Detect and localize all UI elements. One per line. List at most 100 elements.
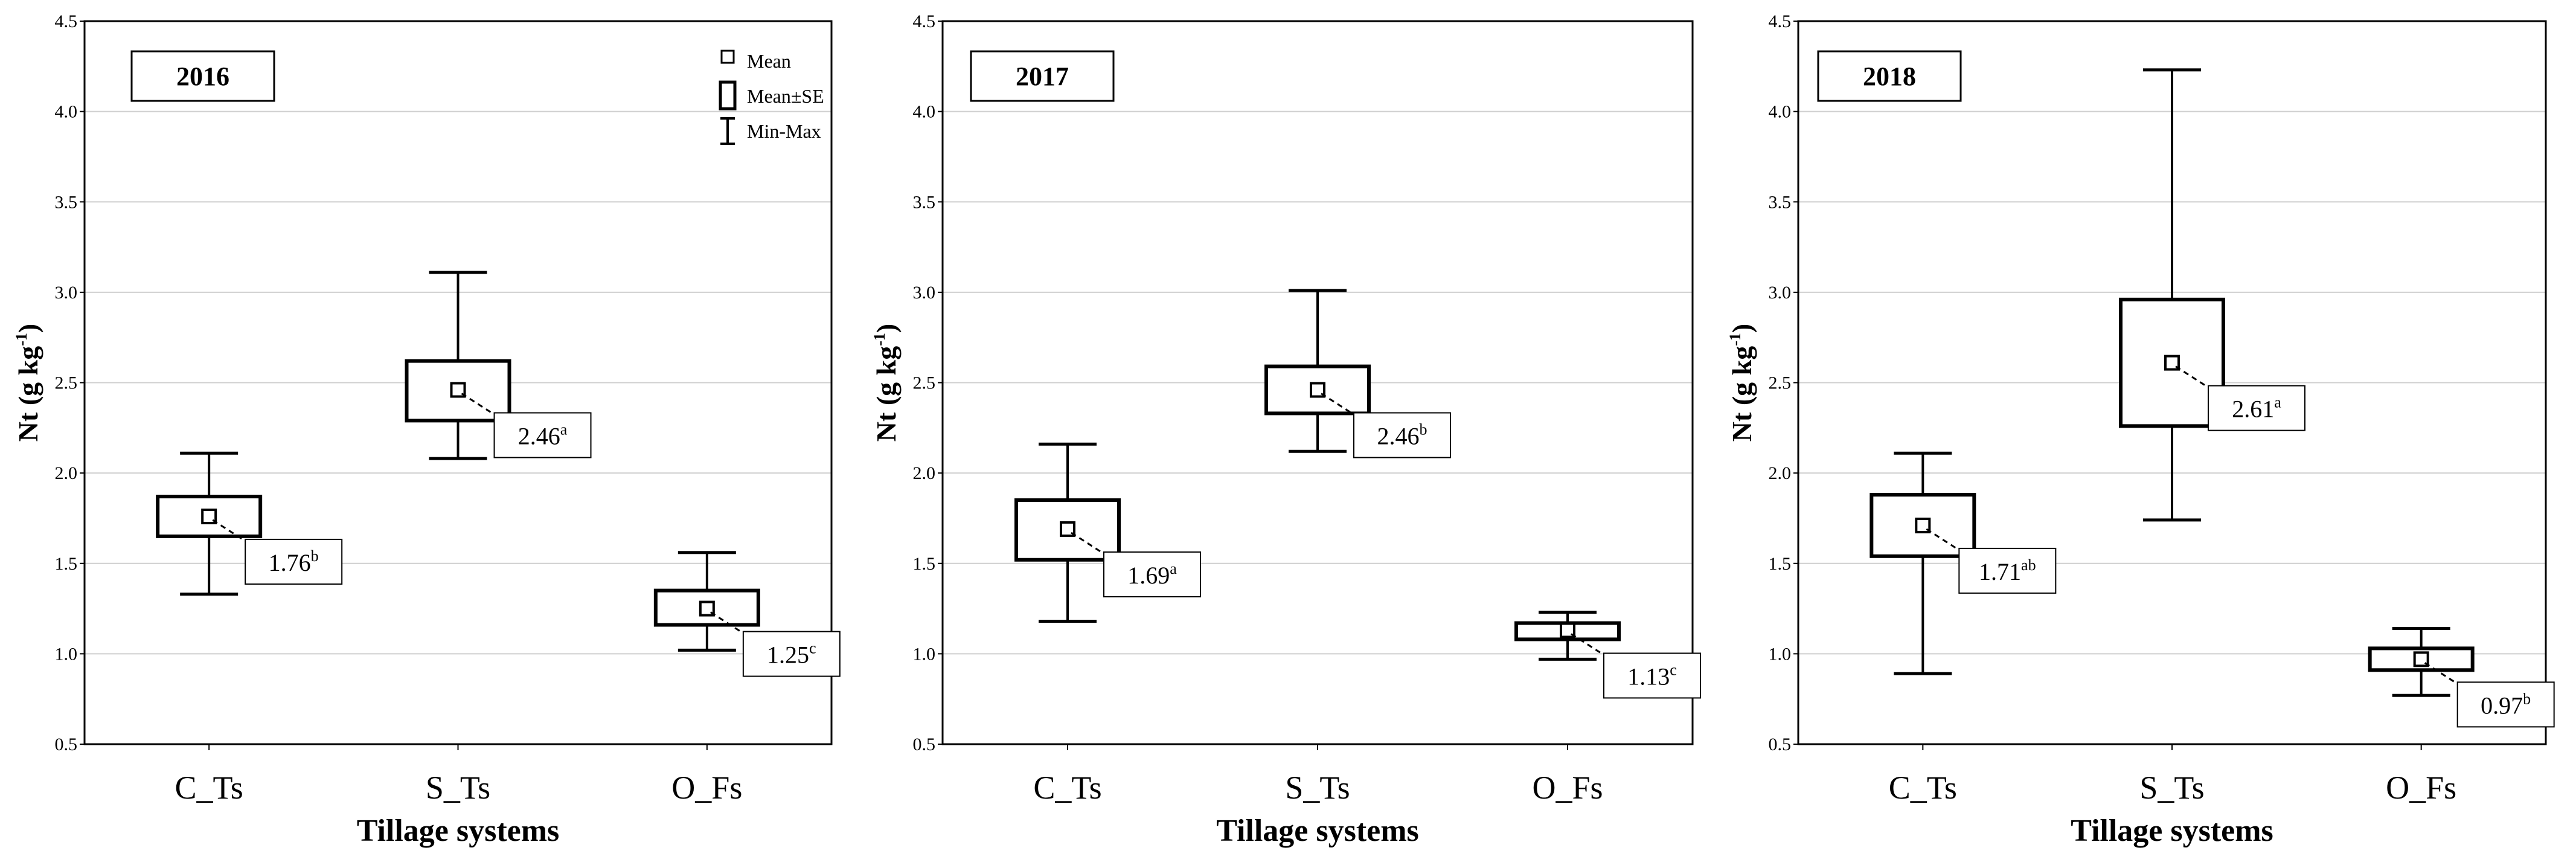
y-tick-label: 4.0 xyxy=(1769,102,1792,122)
chart-panel-2016: 0.5 1.0 1.5 2.0 2.5 3.0 3.5 4.0 4.5 Nt (g kg-1) C_… xyxy=(13,11,841,848)
x-category-label: O_Fs xyxy=(671,770,742,806)
legend-se-symbol xyxy=(719,80,737,111)
y-tick-label: 2.0 xyxy=(55,463,78,483)
y-tick-label: 4.0 xyxy=(913,102,936,122)
x-category-label: S_Ts xyxy=(1285,770,1350,806)
label-leader xyxy=(212,519,247,543)
mean-marker xyxy=(2164,355,2180,371)
value-label-box xyxy=(742,631,841,677)
y-tick-label: 3.0 xyxy=(55,283,78,303)
y-tick-label: 4.5 xyxy=(1769,11,1792,31)
y-axis-label: Nt (g kg-1) xyxy=(871,324,902,442)
label-leader xyxy=(2424,662,2459,686)
x-axis-label: Tillage systems xyxy=(357,814,560,848)
legend-mean-symbol xyxy=(720,50,735,64)
value-label: 1.71ab xyxy=(1979,556,2036,585)
mean-marker xyxy=(201,508,217,524)
box-C_Ts: 1.71ab xyxy=(1870,451,2057,675)
mean-marker xyxy=(2413,651,2429,667)
box-C_Ts: 1.76b xyxy=(156,451,343,596)
box-S_Ts: 2.46b xyxy=(1264,289,1451,458)
value-label-box xyxy=(1603,652,1701,699)
label-leader xyxy=(461,393,496,416)
legend: Mean Mean±SE Min-Max xyxy=(719,50,824,145)
value-label-box xyxy=(2208,385,2305,431)
value-label-box xyxy=(1958,547,2057,594)
y-axis-label: Nt (g kg-1) xyxy=(13,324,43,442)
value-label-box xyxy=(1103,551,1201,597)
x-axis-label: Tillage systems xyxy=(2071,814,2273,848)
value-label-box xyxy=(1353,412,1451,458)
y-tick-label: 2.5 xyxy=(913,373,936,393)
legend-minmax-label: Min-Max xyxy=(747,120,821,142)
box-O_Fs: 0.97b xyxy=(2368,626,2555,728)
label-leader xyxy=(1071,532,1106,556)
value-label: 2.46a xyxy=(518,420,568,449)
y-tick-label: 3.0 xyxy=(913,283,936,303)
y-tick-label: 3.5 xyxy=(55,192,78,212)
year-box xyxy=(970,50,1115,102)
box-S_Ts: 2.46a xyxy=(405,271,592,460)
y-tick-label: 1.5 xyxy=(55,554,78,574)
mean-marker xyxy=(450,382,466,398)
value-label: 1.69a xyxy=(1127,560,1177,589)
value-label-box xyxy=(493,412,592,458)
se-box xyxy=(405,359,511,423)
value-label: 2.61a xyxy=(2232,394,2281,423)
label-leader xyxy=(1926,528,1961,552)
value-label-box xyxy=(2456,681,2555,728)
label-leader xyxy=(1571,633,1606,657)
mean-marker xyxy=(1060,521,1075,537)
y-tick-label: 0.5 xyxy=(55,735,78,754)
box-C_Ts: 1.69a xyxy=(1014,442,1201,623)
value-label: 1.25c xyxy=(767,640,816,669)
value-label: 0.97b xyxy=(2481,690,2531,719)
value-label: 2.46b xyxy=(1377,420,1427,449)
y-tick-label: 4.0 xyxy=(55,102,78,122)
label-leader xyxy=(1321,393,1356,416)
x-category-label: O_Fs xyxy=(1532,770,1603,806)
mean-marker xyxy=(1310,382,1325,398)
value-label: 1.76b xyxy=(269,547,319,576)
y-tick-label: 3.5 xyxy=(913,192,936,212)
year-box xyxy=(1817,50,1962,102)
box-O_Fs: 1.13c xyxy=(1514,611,1701,699)
legend-mean-label: Mean xyxy=(747,50,791,72)
mean-marker xyxy=(1915,517,1931,533)
box-O_Fs: 1.25c xyxy=(653,551,841,677)
y-tick-label: 0.5 xyxy=(1769,735,1792,754)
chart-panel-2018: 0.5 1.0 1.5 2.0 2.5 3.0 3.5 4.0 4.5 Nt (g kg-1) C_… xyxy=(1726,11,2555,848)
legend-se-label: Mean±SE xyxy=(747,85,824,107)
x-category-label: C_Ts xyxy=(175,770,243,806)
y-tick-label: 1.5 xyxy=(913,554,936,574)
y-tick-label: 1.0 xyxy=(913,644,936,664)
mean-marker xyxy=(1560,622,1575,638)
x-axis-label: Tillage systems xyxy=(1216,814,1419,848)
y-tick-label: 4.5 xyxy=(55,11,78,31)
y-tick-label: 4.5 xyxy=(913,11,936,31)
y-tick-label: 1.0 xyxy=(1769,644,1792,664)
year-label: 2017 xyxy=(1016,62,1069,91)
value-label-box xyxy=(245,538,343,585)
value-label: 1.13c xyxy=(1627,661,1677,690)
year-label: 2018 xyxy=(1863,62,1916,91)
y-axis-label: Nt (g kg-1) xyxy=(1726,324,1757,442)
x-category-label: O_Fs xyxy=(2386,770,2456,806)
mean-marker xyxy=(699,600,715,617)
x-category-label: C_Ts xyxy=(1889,770,1957,806)
chart-panel-2017: 0.5 1.0 1.5 2.0 2.5 3.0 3.5 4.0 4.5 Nt (g kg-1) C_… xyxy=(871,11,1701,848)
y-tick-label: 1.5 xyxy=(1769,554,1792,574)
x-category-label: C_Ts xyxy=(1033,770,1101,806)
y-tick-label: 2.0 xyxy=(913,463,936,483)
y-tick-label: 0.5 xyxy=(913,735,936,754)
label-leader xyxy=(2175,365,2210,389)
box-S_Ts: 2.61a xyxy=(2119,68,2305,522)
year-label: 2016 xyxy=(176,62,229,91)
x-category-label: S_Ts xyxy=(2139,770,2204,806)
y-tick-label: 2.0 xyxy=(1769,463,1792,483)
y-tick-label: 3.0 xyxy=(1769,283,1792,303)
y-tick-label: 2.5 xyxy=(1769,373,1792,393)
x-category-label: S_Ts xyxy=(426,770,490,806)
label-leader xyxy=(710,611,745,635)
